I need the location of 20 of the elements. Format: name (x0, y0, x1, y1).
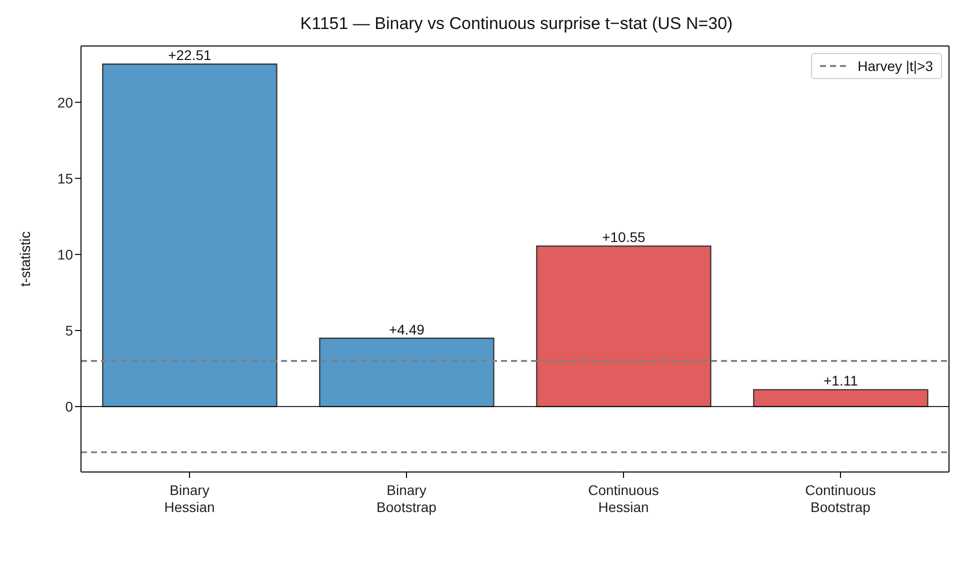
legend-label: Harvey |t|>3 (858, 58, 933, 74)
x-tick-label: Continuous Hessian (588, 482, 659, 515)
x-tick-label: Binary Hessian (164, 482, 215, 515)
bar (319, 338, 494, 408)
bar (536, 245, 712, 408)
data-label: +10.55 (602, 229, 646, 246)
data-label: +4.49 (388, 321, 425, 338)
y-tick-label: 5 (65, 322, 74, 338)
x-tick-label: Binary Bootstrap (376, 482, 437, 515)
x-tick-label: Continuous Bootstrap (805, 482, 876, 515)
data-label: +22.51 (168, 47, 212, 64)
chart-title: K1151 — Binary vs Continuous surprise t−stat (US N=30) (299, 14, 734, 34)
y-tick-label: 20 (57, 94, 74, 110)
y-axis-title: t-statistic (16, 231, 33, 287)
bar (102, 64, 278, 408)
y-tick-label: 15 (57, 170, 74, 186)
y-tick-label: 10 (57, 246, 74, 262)
y-tick-label: 0 (65, 398, 74, 415)
bar (753, 389, 928, 408)
data-label: +1.11 (824, 372, 858, 389)
